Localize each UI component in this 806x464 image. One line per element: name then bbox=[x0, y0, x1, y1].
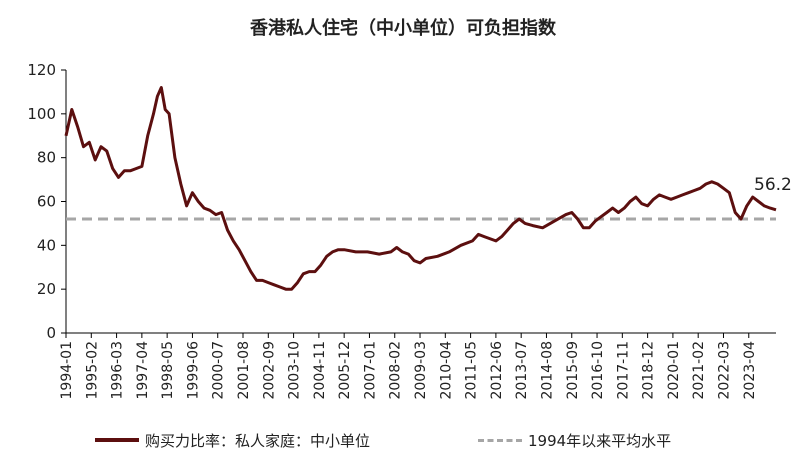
y-tick-label: 40 bbox=[37, 236, 56, 254]
x-tick-label: 1998-05 bbox=[160, 341, 176, 400]
legend-swatch-solid bbox=[95, 438, 139, 442]
x-tick-label: 2023-04 bbox=[742, 341, 758, 400]
legend-item-purchasing-ratio: 购买力比率：私人家庭：中小单位 bbox=[95, 428, 370, 452]
x-tick-label: 1994-01 bbox=[59, 341, 75, 400]
y-tick-label: 60 bbox=[37, 193, 56, 211]
x-tick-label: 2017-11 bbox=[615, 341, 631, 400]
x-tick-label: 2000-07 bbox=[211, 341, 227, 400]
x-tick-label: 2003-10 bbox=[287, 341, 303, 400]
x-tick-label: 2010-04 bbox=[438, 341, 454, 400]
x-tick-label: 2021-02 bbox=[691, 341, 707, 400]
chart-title: 香港私人住宅（中小单位）可负担指数 bbox=[250, 18, 556, 39]
y-tick-label: 80 bbox=[37, 149, 56, 167]
x-tick-label: 2013-07 bbox=[514, 341, 530, 400]
x-tick-label: 2008-02 bbox=[388, 341, 404, 400]
x-tick-label: 2016-10 bbox=[590, 341, 606, 400]
end-value-label: 56.2 bbox=[754, 175, 792, 195]
x-tick-label: 1996-03 bbox=[110, 341, 126, 400]
x-tick-label: 2011-05 bbox=[464, 341, 480, 400]
x-tick-label: 1997-04 bbox=[135, 341, 151, 400]
x-tick-label: 2001-08 bbox=[236, 341, 252, 400]
series-line-purchasing-ratio bbox=[64, 86, 777, 291]
x-tick-label: 2020-01 bbox=[666, 341, 682, 400]
x-tick-label: 2012-06 bbox=[489, 341, 505, 400]
x-tick-label: 2009-03 bbox=[413, 341, 429, 400]
x-tick-label: 1999-06 bbox=[185, 341, 201, 400]
y-tick-label: 120 bbox=[27, 61, 56, 79]
x-tick-label: 2002-09 bbox=[261, 341, 277, 400]
y-tick-label: 0 bbox=[46, 324, 56, 342]
legend-label: 1994年以来平均水平 bbox=[528, 431, 672, 450]
y-tick-label: 100 bbox=[27, 105, 56, 123]
legend-swatch-dashed bbox=[478, 438, 522, 442]
legend-label: 购买力比率：私人家庭：中小单位 bbox=[145, 431, 371, 450]
x-tick-label: 2007-01 bbox=[362, 341, 378, 400]
x-tick-label: 2014-08 bbox=[539, 341, 555, 400]
x-tick-label: 2005-12 bbox=[337, 341, 353, 400]
y-tick-label: 20 bbox=[37, 280, 56, 298]
legend-item-average: 1994年以来平均水平 bbox=[478, 428, 671, 452]
x-tick-label: 1995-02 bbox=[84, 341, 100, 400]
x-tick-label: 2004-11 bbox=[312, 341, 328, 400]
x-tick-label: 2022-03 bbox=[716, 341, 732, 400]
x-tick-label: 2015-09 bbox=[565, 341, 581, 400]
x-tick-label: 2018-12 bbox=[641, 341, 657, 400]
